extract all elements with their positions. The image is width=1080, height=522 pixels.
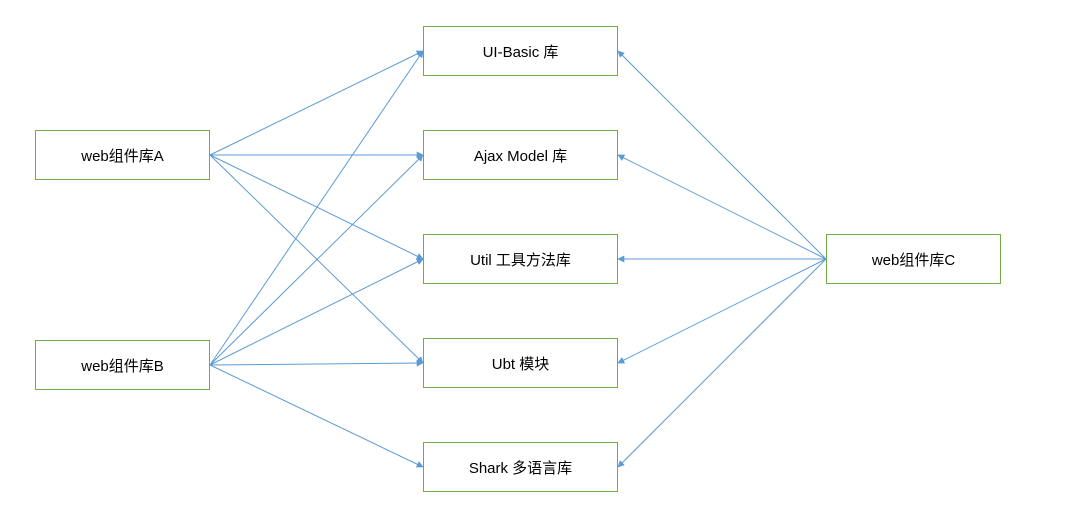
node-webB: web组件库B [35,340,210,390]
edge-webA-util [210,155,423,259]
dependency-diagram: web组件库A web组件库B UI-Basic 库 Ajax Model 库 Util… [0,0,1080,522]
edge-webC-uiBasic [618,51,826,259]
edge-webB-ajax [210,155,423,365]
edge-webB-shark [210,365,423,467]
edge-webC-ubt [618,259,826,363]
node-ajax: Ajax Model 库 [423,130,618,180]
node-label: Ubt 模块 [492,353,550,374]
node-label: Util 工具方法库 [470,249,571,270]
edge-webA-ubt [210,155,423,363]
node-label: Shark 多语言库 [469,457,572,478]
node-uiBasic: UI-Basic 库 [423,26,618,76]
node-label: Ajax Model 库 [474,145,567,166]
edge-webB-ubt [210,363,423,365]
node-shark: Shark 多语言库 [423,442,618,492]
node-webA: web组件库A [35,130,210,180]
node-util: Util 工具方法库 [423,234,618,284]
edge-webC-shark [618,259,826,467]
node-webC: web组件库C [826,234,1001,284]
node-label: web组件库A [81,145,164,166]
node-ubt: Ubt 模块 [423,338,618,388]
edge-webB-uiBasic [210,51,423,365]
edge-webC-ajax [618,155,826,259]
node-label: web组件库C [872,249,955,270]
node-label: UI-Basic 库 [483,41,559,62]
node-label: web组件库B [81,355,164,376]
edge-webA-uiBasic [210,51,423,155]
edge-webB-util [210,259,423,365]
